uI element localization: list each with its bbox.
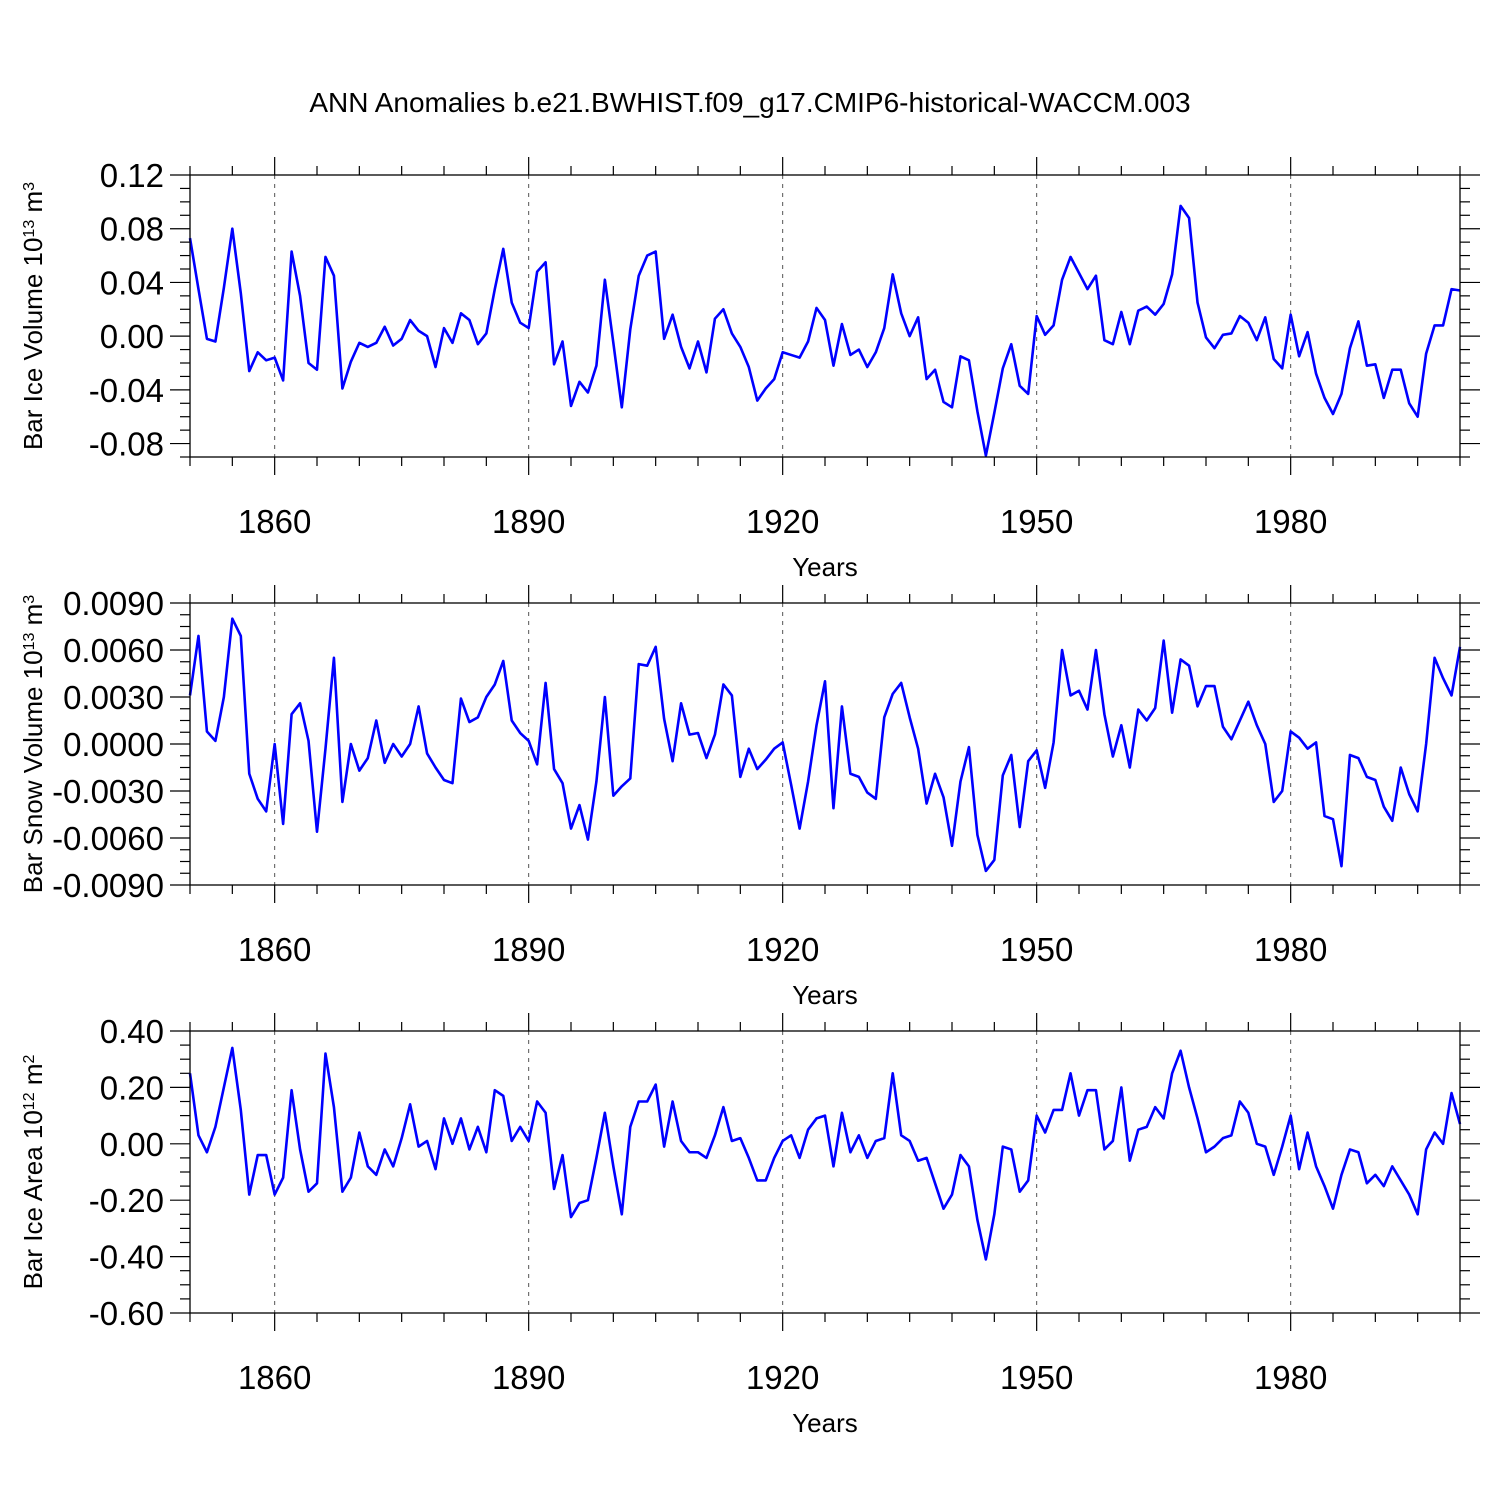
x-tick-label: 1920 — [746, 503, 819, 540]
y-axis-title: Bar Ice Area 1012 m2 — [18, 1054, 48, 1289]
plot-frame — [189, 174, 1461, 458]
panel-ice-volume: -0.08 -0.04 0.00 0.04 0.08 0.12 1860 1890 1920 19… — [18, 157, 1480, 582]
x-axis-title: Years — [792, 980, 858, 1010]
x-axis-title: Years — [792, 1408, 858, 1438]
y-tick-label: 0.08 — [100, 211, 164, 248]
x-tick-label: 1860 — [238, 931, 311, 968]
y-tick-label: 0.00 — [100, 318, 164, 355]
x-tick-label: 1950 — [1000, 503, 1073, 540]
series-line-ice-area — [188, 1046, 1462, 1261]
panel-ice-area: -0.60 -0.40 -0.20 0.00 0.20 0.40 1860 1890 1920 1… — [18, 1013, 1480, 1438]
y-tick-label: 0.00 — [100, 1126, 164, 1163]
y-axis-title-superscript: 3 — [21, 595, 38, 604]
y-axis-title: Bar Snow Volume 1013 m3 — [18, 595, 48, 894]
x-tick-label: 1920 — [746, 931, 819, 968]
x-tick-label: 1980 — [1254, 931, 1327, 968]
y-tick-label: 0.0090 — [63, 585, 164, 622]
series-line-snow-volume — [188, 617, 1462, 873]
y-axis-title-superscript: 2 — [21, 1054, 38, 1063]
x-tick-label: 1920 — [746, 1359, 819, 1396]
x-tick-label: 1980 — [1254, 1359, 1327, 1396]
series-line-ice-volume — [188, 204, 1461, 457]
y-axis-title: Bar Ice Volume 1013 m3 — [18, 182, 48, 450]
y-tick-label: 0.0060 — [63, 632, 164, 669]
figure-title: ANN Anomalies b.e21.BWHIST.f09_g17.CMIP6… — [309, 87, 1190, 118]
y-axis-title-part: m — [18, 604, 48, 633]
y-axis-title-part: Bar Snow Volume 10 — [18, 650, 48, 893]
y-tick-label: -0.0090 — [52, 867, 164, 904]
plot-frame — [189, 1030, 1461, 1314]
y-tick-label: -0.0060 — [52, 820, 164, 857]
y-tick-label: 0.12 — [100, 157, 164, 194]
panel-snow-volume: -0.0090 -0.0060 -0.0030 0.0000 0.0030 0.0060 0… — [18, 585, 1480, 1010]
y-axis-title-superscript: 13 — [21, 632, 38, 650]
y-tick-label: 0.20 — [100, 1069, 164, 1106]
y-tick-label: -0.08 — [89, 426, 164, 463]
plot-frame — [189, 602, 1461, 886]
x-tick-label: 1860 — [238, 503, 311, 540]
x-tick-label: 1890 — [492, 931, 565, 968]
y-axis-title-part: Bar Ice Volume 10 — [18, 238, 48, 450]
y-tick-label: -0.60 — [89, 1295, 164, 1332]
y-axis-title-superscript: 3 — [21, 182, 38, 191]
y-tick-label: 0.0000 — [63, 726, 164, 763]
x-tick-label: 1860 — [238, 1359, 311, 1396]
y-tick-label: -0.20 — [89, 1182, 164, 1219]
x-axis-title: Years — [792, 552, 858, 582]
y-tick-label: 0.04 — [100, 264, 164, 301]
y-tick-label: -0.0030 — [52, 773, 164, 810]
y-axis-title-part: m — [18, 191, 48, 220]
y-tick-label: 0.40 — [100, 1013, 164, 1050]
x-tick-label: 1890 — [492, 503, 565, 540]
x-tick-label: 1950 — [1000, 1359, 1073, 1396]
x-tick-label: 1950 — [1000, 931, 1073, 968]
y-axis-title-superscript: 12 — [21, 1092, 38, 1110]
y-tick-label: -0.40 — [89, 1239, 164, 1276]
y-tick-label: 0.0030 — [63, 679, 164, 716]
x-tick-label: 1980 — [1254, 503, 1327, 540]
y-axis-title-part: m — [18, 1063, 48, 1092]
y-axis-title-superscript: 13 — [21, 220, 38, 238]
y-axis-title-part: Bar Ice Area 10 — [18, 1110, 48, 1289]
y-tick-label: -0.04 — [89, 372, 164, 409]
x-tick-label: 1890 — [492, 1359, 565, 1396]
